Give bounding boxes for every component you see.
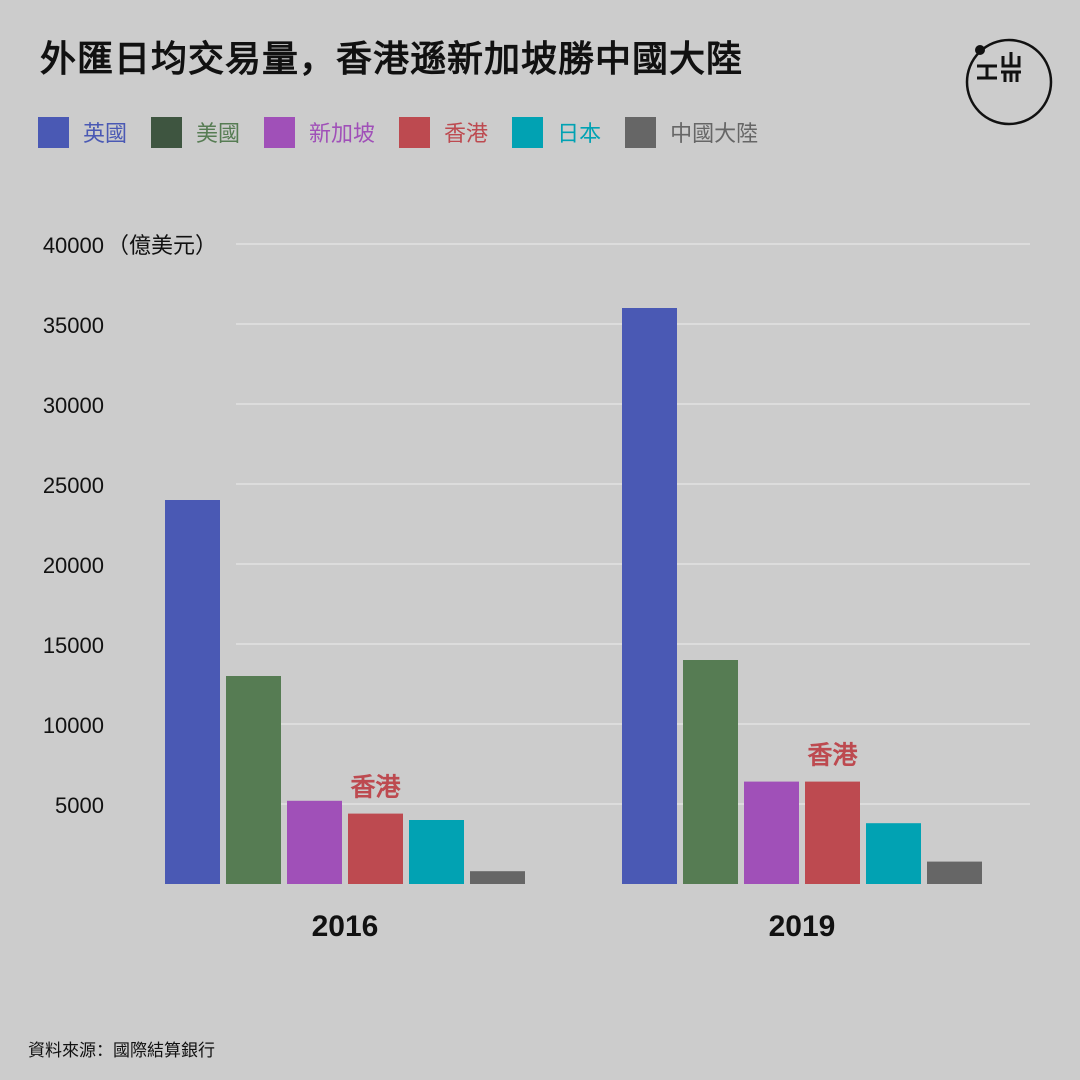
- logo-icon: [965, 38, 1053, 126]
- legend-item: 日本: [512, 116, 601, 148]
- legend: 英國 美國 新加坡 香港 日本 中國大陸: [38, 116, 782, 148]
- y-tick-label: 10000: [43, 713, 104, 738]
- bar: [744, 781, 799, 884]
- legend-swatch: [264, 116, 296, 148]
- legend-swatch: [399, 116, 431, 148]
- bar: [348, 813, 403, 884]
- x-tick-label: 2016: [312, 910, 379, 943]
- legend-label: 新加坡: [309, 122, 376, 147]
- legend-item: 新加坡: [264, 116, 375, 148]
- bar: [287, 800, 342, 884]
- bar: [805, 781, 860, 884]
- bar: [927, 861, 982, 884]
- bar: [165, 500, 220, 884]
- legend-item: 中國大陸: [625, 116, 758, 148]
- bar: [683, 660, 738, 884]
- legend-item: 英國: [38, 116, 127, 148]
- bar: [866, 823, 921, 884]
- bar: [622, 308, 677, 884]
- legend-swatch: [625, 116, 657, 148]
- bar-annotation: 香港: [350, 773, 401, 802]
- y-tick-label: 20000: [43, 553, 104, 578]
- y-tick-label: 15000: [43, 633, 104, 658]
- legend-item: 美國: [151, 116, 240, 148]
- legend-label: 日本: [557, 122, 602, 147]
- bar: [470, 871, 525, 884]
- x-tick-label: 2019: [769, 910, 836, 943]
- bar: [409, 820, 464, 884]
- legend-swatch: [38, 116, 69, 148]
- legend-label: 香港: [444, 122, 489, 147]
- legend-swatch: [512, 116, 544, 148]
- legend-label: 英國: [83, 122, 128, 147]
- legend-label: 美國: [196, 122, 241, 147]
- legend-swatch: [151, 116, 183, 148]
- y-tick-label: 5000: [55, 793, 104, 818]
- y-tick-label: 30000: [43, 393, 104, 418]
- chart-title: 外匯日均交易量，香港遜新加坡勝中國大陸: [40, 39, 744, 80]
- source-note: 資料來源：國際結算銀行: [28, 1041, 215, 1061]
- y-tick-label: 25000: [43, 473, 104, 498]
- y-tick-label: 40000: [43, 233, 104, 258]
- bar: [226, 676, 281, 884]
- legend-label: 中國大陸: [670, 122, 759, 147]
- y-axis-unit: （億美元）: [107, 234, 217, 259]
- y-tick-label: 35000: [43, 313, 104, 338]
- legend-item: 香港: [399, 116, 488, 148]
- bar-annotation: 香港: [807, 741, 858, 770]
